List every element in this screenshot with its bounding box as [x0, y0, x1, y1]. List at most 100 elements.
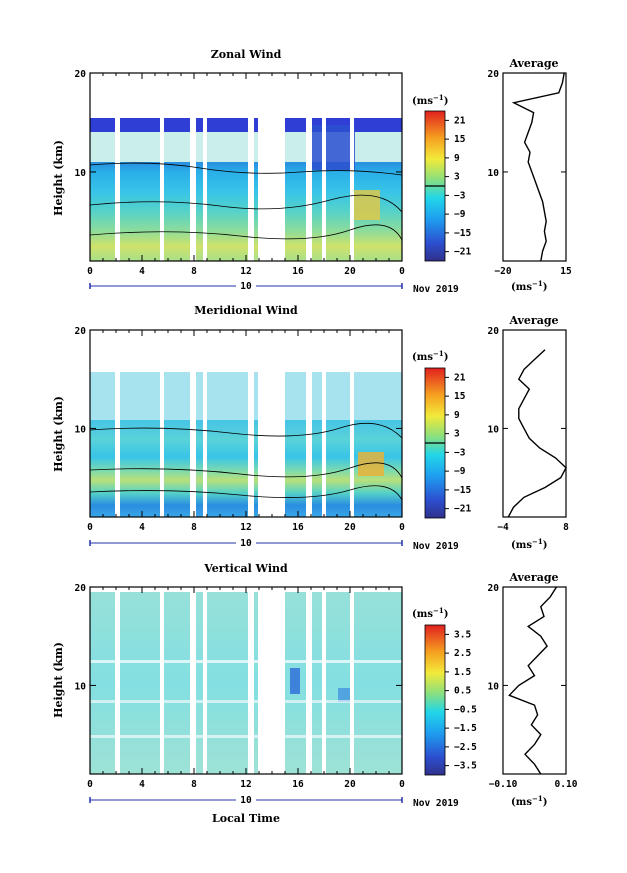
- zonal-contours: [89, 162, 403, 241]
- zonal-avg-ytick-label-1: 20: [488, 69, 500, 80]
- zonal-cb-label-3: 3: [454, 172, 460, 183]
- meridional-cb-label-4: −3: [454, 447, 466, 458]
- zonal-average: Average 10 20 −20 15 (ms−1): [488, 57, 572, 293]
- meridional-sparse-upper: [90, 372, 402, 420]
- meridional-cb-label-1: 15: [454, 391, 466, 402]
- zonal-date-marker-bg: [236, 280, 256, 291]
- zonal-avg-profile-line: [511, 72, 565, 262]
- meridional-avg-xtick-label-1: 8: [563, 522, 569, 533]
- zonal-avg-title: Average: [508, 57, 558, 70]
- vertical-gaps: [90, 592, 402, 774]
- zonal-xtick-label-2: 8: [191, 266, 197, 277]
- meridional-xtick-label-3: 12: [240, 522, 251, 533]
- vertical-heatmap: [90, 592, 402, 774]
- vertical-xtick-label-6: 0: [399, 779, 405, 790]
- vertical-xlabel: Local Time: [212, 812, 280, 825]
- zonal-date-marker: 10: [240, 281, 252, 292]
- zonal-cb-label-5: −9: [454, 209, 466, 220]
- vertical-date-marker-bg: [236, 794, 256, 805]
- meridional-xtick-label-2: 8: [191, 522, 197, 533]
- vertical-avg-xtick-label-0: −0.10: [489, 779, 518, 790]
- zonal-xtick-label-4: 16: [292, 266, 304, 277]
- meridional-xtick-label-0: 0: [87, 522, 93, 533]
- meridional-ytick-label-0: 10: [75, 424, 87, 435]
- zonal-ytick-label-0: 10: [75, 168, 87, 179]
- zonal-cb-label-2: 9: [454, 153, 460, 164]
- zonal-cb-unit: (ms−1): [412, 93, 448, 107]
- meridional-avg-title: Average: [508, 314, 558, 327]
- zonal-cb-label-4: −3: [454, 190, 466, 201]
- vertical-avg-frame: [502, 586, 567, 775]
- meridional-avg-frame: [502, 329, 567, 518]
- meridional-date-marker-bg: [236, 537, 256, 548]
- zonal-heatmap: [90, 118, 402, 261]
- vertical-xtick-label-0: 0: [87, 779, 93, 790]
- zonal-xtick-label-3: 12: [240, 266, 251, 277]
- zonal-avg-xtick-label-0: −20: [494, 266, 511, 277]
- meridional-cb-label-7: −21: [454, 504, 471, 515]
- vertical-xtick-label-1: 4: [139, 779, 145, 790]
- zonal-panel: Zonal Wind Height (km) 10 20 0 4 8 12 16 20 0 10 N…: [52, 48, 572, 295]
- zonal-colorbar: (ms−1) 21 15 9 3 −3 −9 −15 −21: [412, 93, 471, 262]
- vertical-cb-label-3: 0.5: [454, 686, 471, 697]
- vertical-avg-ytick-label-1: 20: [488, 583, 500, 594]
- vertical-cb-label-2: 1.5: [454, 667, 471, 678]
- zonal-xtick-label-0: 0: [87, 266, 93, 277]
- vertical-ytick-label-0: 10: [75, 681, 87, 692]
- zonal-blue-patch: [310, 125, 355, 170]
- meridional-avg-ytick-label-0: 10: [488, 424, 500, 435]
- meridional-xtick-label-4: 16: [292, 522, 304, 533]
- meridional-gaps: [115, 372, 354, 517]
- meridional-avg-xlabel: (ms−1): [511, 537, 547, 551]
- meridional-ytick-label-1: 20: [75, 326, 87, 337]
- vertical-cb-label-4: −0.5: [454, 704, 477, 715]
- vertical-avg-profile-line: [508, 586, 558, 775]
- zonal-gaps: [115, 118, 354, 261]
- meridional-cb-label-5: −9: [454, 466, 466, 477]
- vertical-blue-patch: [290, 668, 300, 694]
- zonal-xtick-label-6: 0: [399, 266, 405, 277]
- vertical-xtick-label-2: 8: [191, 779, 197, 790]
- vertical-avg-xlabel: (ms−1): [511, 794, 547, 808]
- meridional-date-marker: 10: [240, 538, 252, 549]
- meridional-average: Average 10 20 −4 8 (ms−1): [488, 314, 570, 551]
- meridional-contours: [89, 422, 403, 501]
- meridional-title: Meridional Wind: [194, 304, 298, 317]
- zonal-ytick-label-1: 20: [75, 69, 87, 80]
- zonal-cb-label-6: −15: [454, 228, 471, 239]
- vertical-ylabel: Height (km): [52, 642, 65, 718]
- zonal-avg-xtick-label-1: 15: [560, 266, 572, 277]
- meridional-date-label: Nov 2019: [413, 541, 459, 552]
- vertical-cb-label-6: −2.5: [454, 742, 477, 753]
- meridional-ylabel: Height (km): [52, 396, 65, 472]
- vertical-ytick-label-1: 20: [75, 583, 87, 594]
- vertical-avg-ytick-label-0: 10: [488, 681, 500, 692]
- zonal-xtick-label-1: 4: [139, 266, 145, 277]
- vertical-cb-label-1: 2.5: [454, 648, 471, 659]
- vertical-xtick-label-5: 20: [344, 779, 356, 790]
- meridional-cb-unit: (ms−1): [412, 349, 448, 363]
- meridional-cb-label-2: 9: [454, 410, 460, 421]
- vertical-colorbar: (ms−1) 3.5 2.5 1.5 0.5 −0.5 −1.5 −2.5 −3.5: [412, 606, 477, 776]
- meridional-cb-label-3: 3: [454, 429, 460, 440]
- zonal-avg-ytick-label-0: 10: [488, 168, 500, 179]
- vertical-cb-label-7: −3.5: [454, 761, 477, 772]
- zonal-cb-label-7: −21: [454, 247, 471, 258]
- vertical-avg-title: Average: [508, 571, 558, 584]
- zonal-cb-label-0: 21: [454, 115, 466, 126]
- meridional-cb-label-0: 21: [454, 372, 466, 383]
- vertical-cb-unit: (ms−1): [412, 606, 448, 620]
- vertical-field: [90, 592, 402, 774]
- meridional-colorbar: (ms−1) 21 15 9 3 −3 −9 −15 −21: [412, 349, 471, 519]
- vertical-avg-xtick-label-1: 0.10: [555, 779, 578, 790]
- meridional-xtick-label-6: 0: [399, 522, 405, 533]
- meridional-orange-patch: [358, 452, 384, 476]
- vertical-xtick-label-4: 16: [292, 779, 304, 790]
- meridional-xtick-label-5: 20: [344, 522, 356, 533]
- meridional-cb-label-6: −15: [454, 485, 471, 496]
- vertical-cb-label-5: −1.5: [454, 723, 477, 734]
- zonal-title: Zonal Wind: [211, 48, 282, 61]
- vertical-panel: Vertical Wind Height (km) 10 20 0 4 8 12 16 20 0…: [52, 562, 578, 825]
- zonal-cb-label-1: 15: [454, 134, 466, 145]
